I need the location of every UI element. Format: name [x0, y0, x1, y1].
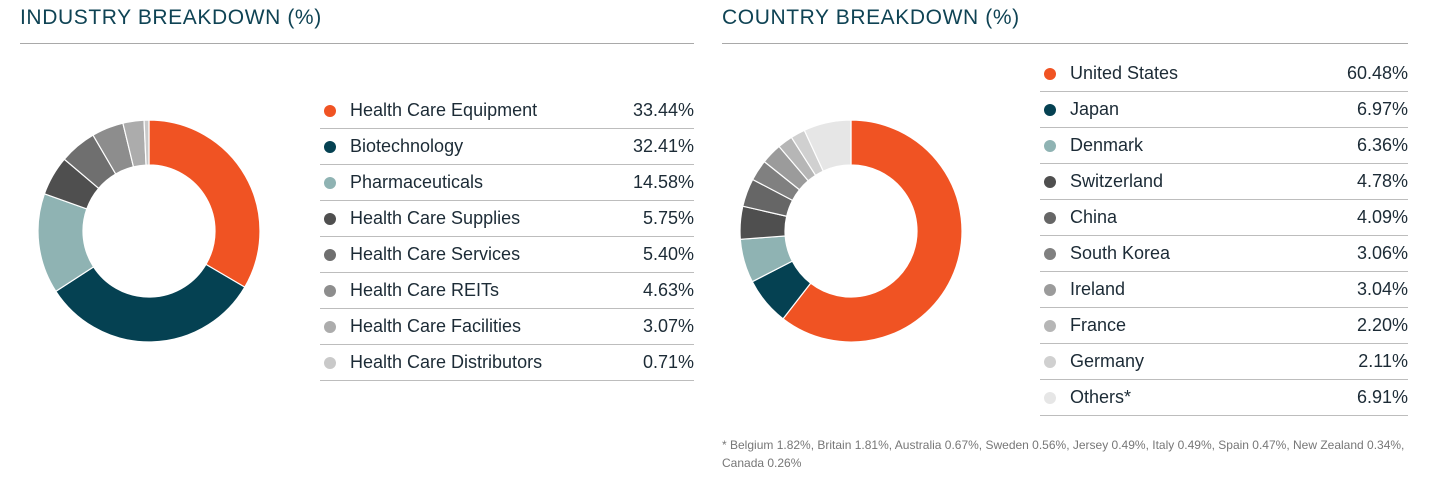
legend-swatch	[324, 284, 336, 297]
legend-swatch	[1044, 211, 1056, 224]
legend-value: 3.04%	[1356, 279, 1408, 299]
legend-value: 6.36%	[1356, 135, 1408, 155]
country-legend-row-japan: Japan 6.97%	[1040, 92, 1408, 128]
country-legend-row-germany: Germany 2.11%	[1040, 344, 1408, 380]
country-slice-united-states	[782, 119, 963, 343]
legend-value: 2.20%	[1356, 315, 1408, 335]
country-footnote: * Belgium 1.82%, Britain 1.81%, Australi…	[722, 438, 1405, 470]
country-legend-row-south-korea: South Korea 3.06%	[1040, 236, 1408, 272]
legend-label: Japan	[1070, 99, 1120, 119]
country-legend-row-switzerland: Switzerland 4.78%	[1040, 164, 1408, 200]
legend-label: Ireland	[1070, 279, 1126, 299]
industry-donut-chart	[37, 119, 261, 343]
industry-legend-row-health-care-facilities: Health Care Facilities 3.07%	[320, 309, 694, 345]
legend-value: 3.07%	[642, 316, 694, 336]
industry-legend: Health Care Equipment 33.44% Biotechnology…	[320, 93, 694, 381]
legend-value: 6.97%	[1356, 99, 1408, 119]
legend-label: Health Care Supplies	[350, 208, 521, 228]
legend-swatch	[1044, 139, 1056, 152]
country-legend-row-others: Others* 6.91%	[1040, 380, 1408, 416]
legend-value: 32.41%	[632, 136, 694, 156]
country-legend-row-ireland: Ireland 3.04%	[1040, 272, 1408, 308]
country-chart-title: COUNTRY BREAKDOWN (%)	[722, 6, 1020, 29]
legend-value: 60.48%	[1346, 63, 1408, 83]
country-title-divider	[722, 43, 1408, 44]
legend-swatch	[1044, 391, 1056, 404]
legend-swatch	[1044, 67, 1056, 80]
industry-slice-health-care-distributors	[143, 119, 150, 166]
industry-title-divider	[20, 43, 694, 44]
legend-label: Denmark	[1070, 135, 1144, 155]
legend-label: Health Care REITs	[350, 280, 500, 300]
legend-value: 5.75%	[642, 208, 694, 228]
legend-label: Health Care Services	[350, 244, 521, 264]
legend-swatch	[1044, 175, 1056, 188]
legend-value: 5.40%	[642, 244, 694, 264]
legend-label: Biotechnology	[350, 136, 464, 156]
legend-label: Health Care Equipment	[350, 100, 538, 120]
legend-swatch	[1044, 103, 1056, 116]
country-legend-row-united-states: United States 60.48%	[1040, 56, 1408, 92]
industry-legend-row-health-care-distributors: Health Care Distributors 0.71%	[320, 345, 694, 381]
legend-label: Pharmaceuticals	[350, 172, 484, 192]
industry-legend-row-health-care-supplies: Health Care Supplies 5.75%	[320, 201, 694, 237]
industry-slice-biotechnology	[54, 263, 246, 343]
legend-label: Health Care Distributors	[350, 352, 543, 372]
legend-label: Others*	[1070, 387, 1132, 407]
country-donut-chart	[739, 119, 963, 343]
legend-swatch	[324, 212, 336, 225]
legend-label: France	[1070, 315, 1127, 335]
legend-swatch	[324, 320, 336, 333]
industry-legend-row-biotechnology: Biotechnology 32.41%	[320, 129, 694, 165]
legend-value: 3.06%	[1356, 243, 1408, 263]
legend-value: 14.58%	[632, 172, 694, 192]
legend-value: 4.09%	[1356, 207, 1408, 227]
legend-value: 2.11%	[1358, 351, 1408, 371]
country-legend-row-denmark: Denmark 6.36%	[1040, 128, 1408, 164]
legend-label: China	[1070, 207, 1118, 227]
legend-label: United States	[1070, 63, 1179, 83]
legend-value: 6.91%	[1356, 387, 1408, 407]
industry-legend-row-health-care-equipment: Health Care Equipment 33.44%	[320, 93, 694, 129]
legend-swatch	[1044, 283, 1056, 296]
legend-value: 4.63%	[642, 280, 694, 300]
legend-value: 0.71%	[642, 352, 694, 372]
legend-label: Switzerland	[1070, 171, 1164, 191]
industry-slice-health-care-equipment	[148, 119, 261, 288]
legend-label: Germany	[1070, 351, 1145, 371]
legend-swatch	[324, 248, 336, 261]
legend-value: 4.78%	[1356, 171, 1408, 191]
country-legend-row-china: China 4.09%	[1040, 200, 1408, 236]
legend-label: South Korea	[1070, 243, 1171, 263]
legend-swatch	[324, 140, 336, 153]
legend-swatch	[1044, 247, 1056, 260]
country-slice-others	[803, 119, 852, 172]
industry-chart-title: INDUSTRY BREAKDOWN (%)	[20, 6, 322, 29]
country-legend: United States 60.48% Japan 6.97% Denmark 6.36…	[1040, 56, 1408, 416]
legend-swatch	[1044, 355, 1056, 368]
legend-label: Health Care Facilities	[350, 316, 522, 336]
industry-legend-row-health-care-services: Health Care Services 5.40%	[320, 237, 694, 273]
legend-swatch	[1044, 319, 1056, 332]
legend-value: 33.44%	[632, 100, 694, 120]
industry-breakdown-panel: INDUSTRY BREAKDOWN (%) Health Care Equip…	[20, 0, 694, 491]
country-legend-row-france: France 2.20%	[1040, 308, 1408, 344]
country-breakdown-panel: COUNTRY BREAKDOWN (%) United States 60.48…	[722, 0, 1408, 491]
legend-swatch	[324, 176, 336, 189]
legend-swatch	[324, 356, 336, 369]
industry-legend-row-health-care-reits: Health Care REITs 4.63%	[320, 273, 694, 309]
industry-legend-row-pharmaceuticals: Pharmaceuticals 14.58%	[320, 165, 694, 201]
legend-swatch	[324, 104, 336, 117]
